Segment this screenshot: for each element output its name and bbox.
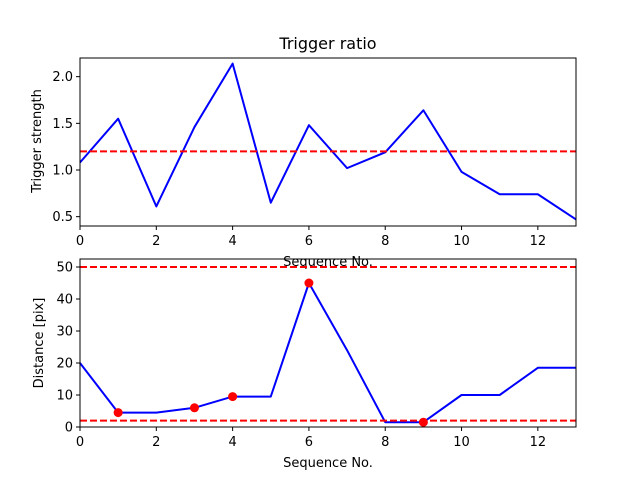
x-tick-label: 4 [228,234,236,249]
y-tick-label: 50 [56,261,73,276]
x-tick-label: 0 [76,435,84,450]
x-tick-label: 8 [381,234,389,249]
data-point-marker [304,278,314,288]
axes-frame [79,258,577,428]
y-tick-label: 2.0 [52,70,73,85]
trigger-ratio-plot-area: 0 2 4 6 8 10 12 0.5 1.0 1.5 2.0 [52,57,577,249]
x-tick-label: 2 [152,234,160,249]
y-tick-label: 1.5 [52,117,73,132]
series-line [79,62,577,221]
data-point-marker [228,392,238,402]
series-line [79,282,576,424]
x-tick-label: 12 [530,435,547,450]
data-point-marker [113,408,123,418]
data-point-marker [189,403,199,413]
x-tick-label: 6 [305,435,313,450]
x-tick-label: 8 [381,435,389,450]
trigger-ratio-subplot: Trigger ratio 0 2 4 6 8 10 120.51.01.52.0 Sequ… [30,34,577,270]
y-tick-label: 0.5 [52,210,73,225]
data-point-marker [418,417,428,427]
x-tick-label: 10 [453,234,470,249]
y-axis-label: Distance [pix] [32,298,47,389]
x-axis-label: Sequence No. [283,456,373,471]
axes-frame [79,57,577,227]
y-axis-label: Trigger strength [30,89,45,194]
y-tick-label: 20 [56,357,73,372]
x-tick-label: 4 [228,435,236,450]
x-tick-label: 2 [152,435,160,450]
x-tick-label: 0 [76,234,84,249]
y-tick-label: 10 [56,389,73,404]
chart-title: Trigger ratio [278,34,376,53]
x-tick-label: 10 [453,435,470,450]
y-tick-label: 0 [65,421,73,436]
x-tick-label: 6 [305,234,313,249]
x-tick-label: 12 [530,234,547,249]
distance-plot-area: 0 2 4 6 8 10 12 0 10 20 30 40 50 [56,258,577,450]
distance-subplot: 0 2 4 6 8 10 12 0 10 20 30 40 50 Sequence No. Distan… [32,258,577,471]
y-tick-label: 40 [56,293,73,308]
y-tick-label: 30 [56,325,73,340]
y-tick-label: 1.0 [52,164,73,179]
